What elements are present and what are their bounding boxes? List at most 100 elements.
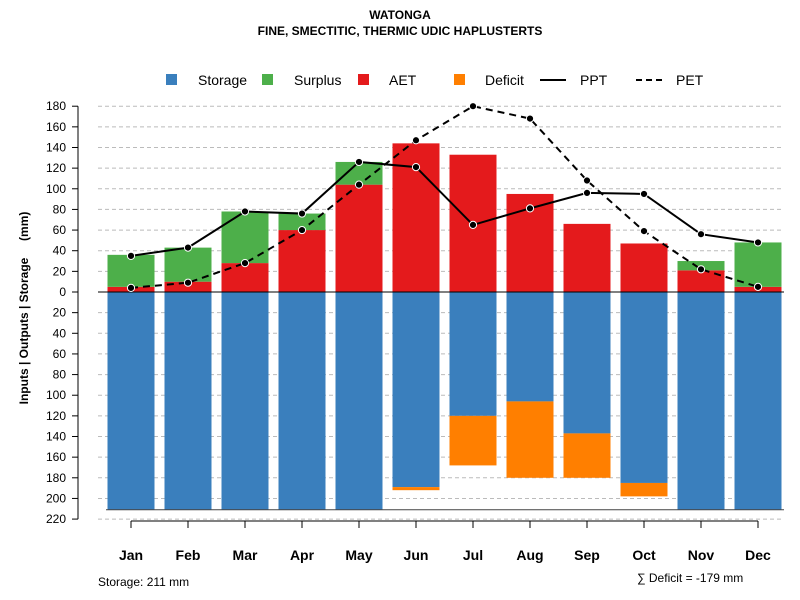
ppt-point [753,238,763,247]
deficit-bar [620,482,668,497]
ppt-point [354,157,364,167]
surplus-bar [335,161,383,185]
y-tick-label: 100 [46,182,66,196]
surplus-bar [734,242,782,287]
legend-storage-swatch [166,74,177,85]
x-tick-label: Aug [516,547,543,563]
grid-lines [98,105,784,520]
y-tick-label: 100 [46,388,66,402]
pet-point [696,265,706,274]
y-axis-label: Inputs | Outputs | Storage (mm) [17,212,31,405]
legend-deficit-label: Deficit [485,72,524,88]
legend-storage-label: Storage [198,72,248,88]
y-tick-label: 40 [53,244,67,258]
pet-point [639,227,649,236]
y-tick-label: 140 [46,430,66,444]
surplus-bar [107,254,155,287]
y-tick-label: 200 [46,491,66,505]
deficit-bar [506,401,554,478]
legend-surplus-swatch [262,74,273,85]
x-tick-label: Jul [463,547,483,563]
storage-note: Storage: 211 mm [98,575,190,589]
ppt-point [183,243,193,252]
aet-bar [335,184,383,292]
deficit-note: ∑ Deficit = -179 mm [637,571,744,585]
legend-surplus-label: Surplus [294,72,342,88]
axes-layer: 0 20 40 60 80 100 120 140 160 180 20 40 60 80 100 120 14… [46,99,771,563]
legend-pet-label: PET [676,72,704,88]
pet-point [411,136,421,145]
storage-bar [677,292,725,510]
legend-pet-line [636,79,662,81]
ppt-point [468,220,478,230]
ppt-point [525,204,535,213]
aet-bar [164,281,212,292]
x-tick-label: May [345,547,372,563]
storage-bar [734,292,782,510]
y-tick-label: 40 [53,326,67,340]
storage-bar [278,292,326,510]
y-tick-label: 60 [53,347,67,361]
deficit-bar [449,415,497,466]
storage-bar [392,292,440,488]
storage-bar [335,292,383,510]
y-tick-label: 80 [53,202,67,216]
legend-aet-swatch [358,74,369,85]
surplus-bar [164,247,212,282]
pet-point [126,283,136,292]
storage-bar [449,292,497,416]
bars-layer [98,143,784,511]
pet-point [240,258,250,268]
chart-subtitle: FINE, SMECTITIC, THERMIC UDIC HAPLUSTERT… [257,24,543,38]
storage-bar [164,292,212,510]
y-tick-label: 20 [53,264,67,278]
y-tick-label: 80 [53,368,67,382]
y-tick-label: 160 [46,120,66,134]
aet-bar [278,230,326,292]
y-tick-label: 220 [46,512,66,526]
ppt-point [639,189,649,199]
x-tick-label: Sep [574,547,600,563]
ppt-point [411,163,421,172]
pet-point [525,114,535,123]
ppt-line [130,160,759,257]
lines-layer [126,102,763,292]
aet-bar [620,243,668,292]
y-tick-label: 180 [46,99,66,113]
aet-bar [677,270,725,292]
x-tick-label: Apr [290,547,315,563]
storage-bar [620,292,668,483]
x-tick-label: Jun [404,547,429,563]
storage-bar [221,292,269,510]
ppt-point [126,251,136,260]
legend-aet-label: AET [389,72,417,88]
surplus-bar [278,213,326,231]
pet-point [183,278,193,287]
legend-ppt-line [540,79,566,81]
y-tick-label: 120 [46,161,66,175]
storage-bar [107,292,155,510]
deficit-bar [392,487,440,491]
chart-title: WATONGA [369,8,431,22]
storage-bar [506,292,554,402]
ppt-point [582,188,592,198]
legend-deficit-swatch [454,74,465,85]
y-tick-label: 20 [53,306,67,320]
ppt-point [240,207,250,216]
x-tick-label: Mar [233,547,258,563]
y-tick-label: 160 [46,450,66,464]
x-tick-label: Nov [688,547,715,563]
pet-point [468,102,478,111]
deficit-bar [563,433,611,478]
pet-point [354,180,364,189]
legend-ppt-label: PPT [580,72,608,88]
legend: Storage Surplus AET Deficit PPT PET [160,70,720,90]
y-tick-label: 180 [46,471,66,485]
pet-point [582,176,592,185]
ppt-point [297,209,307,218]
x-tick-label: Oct [632,547,656,563]
aet-bar [563,223,611,292]
y-tick-label: 0 [59,285,66,299]
ppt-point [696,230,706,239]
